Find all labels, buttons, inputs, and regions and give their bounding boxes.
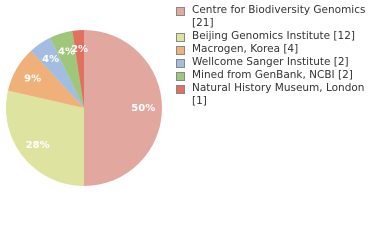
legend-item: Beijing Genomics Institute [12] (174, 30, 370, 43)
legend-label: Centre for Biodiversity Genomics [21] (192, 4, 366, 29)
slice-label: 2% (71, 44, 88, 55)
legend-swatch (176, 72, 185, 81)
legend-swatch (176, 33, 185, 42)
legend-label: Wellcome Sanger Institute [2] (192, 56, 349, 68)
legend-label: Mined from GenBank, NCBI [2] (192, 69, 353, 81)
legend-label: Beijing Genomics Institute [12] (192, 30, 355, 42)
pie-slice (50, 30, 84, 109)
slice-label: 28% (26, 140, 50, 151)
pie-slice (7, 50, 85, 108)
legend-item: Centre for Biodiversity Genomics [21] (174, 4, 370, 30)
legend-item: Natural History Museum, London [1] (174, 82, 370, 108)
legend: Centre for Biodiversity Genomics [21] Bei… (174, 4, 370, 108)
legend-label: Natural History Museum, London [1] (192, 82, 365, 107)
legend-swatch (176, 85, 185, 94)
legend-swatch (176, 46, 185, 55)
legend-swatch (176, 7, 185, 16)
slice-label: 50% (131, 103, 155, 114)
legend-item: Wellcome Sanger Institute [2] (174, 56, 370, 69)
pie-slice (6, 90, 85, 186)
slice-label: 4% (58, 46, 75, 57)
legend-label: Macrogen, Korea [4] (192, 43, 299, 55)
pie-slice (30, 37, 85, 109)
pie-slice (72, 30, 84, 108)
legend-swatch (176, 59, 185, 68)
slice-label: 9% (24, 73, 41, 84)
legend-item: Macrogen, Korea [4] (174, 43, 370, 56)
slice-label: 4% (42, 54, 59, 65)
pie-slice (84, 30, 162, 186)
legend-item: Mined from GenBank, NCBI [2] (174, 69, 370, 82)
